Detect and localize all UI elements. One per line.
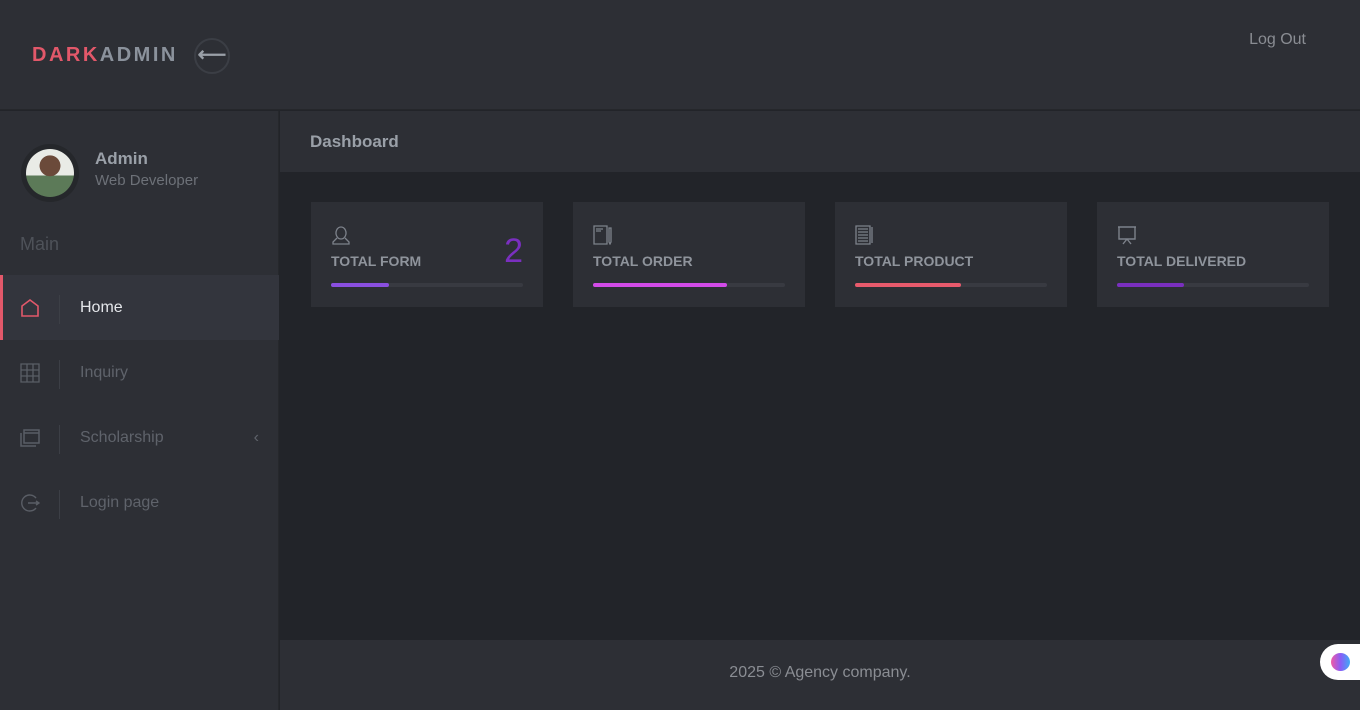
footer-text: 2025 © Agency company.: [729, 664, 911, 681]
logo-dark: DARK: [32, 44, 100, 66]
card-value: 2: [504, 232, 523, 270]
sidebar-menu: Home Inquiry Scholarship ‹ Login page: [0, 275, 279, 535]
stat-card-total-order: TOTAL ORDER: [573, 202, 805, 307]
progress-fill: [855, 283, 961, 287]
logout-icon: [21, 493, 40, 512]
user-icon: [332, 226, 350, 245]
progress-bar: [593, 283, 785, 287]
sidebar-item-scholarship[interactable]: Scholarship ‹: [0, 405, 279, 470]
progress-fill: [593, 283, 728, 287]
sidebar-item-inquiry[interactable]: Inquiry: [0, 340, 279, 405]
presentation-icon: [1118, 226, 1136, 245]
grid-icon: [20, 362, 40, 383]
card-title: TOTAL PRODUCT: [855, 253, 974, 269]
user-role: Web Developer: [95, 172, 199, 189]
logo[interactable]: DARKADMIN: [32, 44, 178, 67]
progress-bar: [1117, 283, 1309, 287]
progress-bar: [331, 283, 523, 287]
logo-admin: ADMIN: [99, 44, 178, 66]
top-bar: DARKADMIN ⟵ Log Out: [0, 0, 1360, 110]
chevron-left-icon[interactable]: ‹: [253, 428, 259, 446]
avatar: [21, 144, 79, 202]
divider: [59, 295, 60, 324]
progress-bar: [855, 283, 1047, 287]
page-title: Dashboard: [310, 132, 399, 151]
card-title: TOTAL DELIVERED: [1117, 253, 1247, 269]
arrow-left-icon: ⟵: [197, 44, 227, 66]
document-icon: [855, 225, 873, 245]
home-icon: [21, 298, 39, 317]
card-title: TOTAL ORDER: [593, 253, 693, 269]
sidebar-item-login-page[interactable]: Login page: [0, 470, 279, 535]
sidebar-item-home[interactable]: Home: [0, 275, 279, 340]
sidebar-item-label: Home: [80, 298, 123, 316]
user-name: Admin: [95, 149, 148, 168]
sidebar-item-label: Scholarship: [80, 428, 164, 446]
breadcrumb: Dashboard: [280, 111, 1360, 172]
notebook-icon: [593, 225, 612, 245]
footer: 2025 © Agency company.: [280, 640, 1360, 710]
brain-icon: [1331, 653, 1350, 671]
assistant-widget-button[interactable]: [1320, 644, 1360, 680]
stat-card-total-product: TOTAL PRODUCT: [835, 202, 1067, 307]
card-title: TOTAL FORM: [331, 253, 422, 269]
divider: [59, 360, 60, 389]
windows-icon: [20, 428, 40, 447]
sidebar-item-label: Inquiry: [80, 363, 129, 381]
sidebar-item-label: Login page: [80, 493, 160, 511]
divider: [59, 425, 60, 454]
progress-fill: [1117, 283, 1185, 287]
stat-card-total-delivered: TOTAL DELIVERED: [1097, 202, 1329, 307]
divider: [59, 490, 60, 519]
logout-link[interactable]: Log Out: [1249, 31, 1306, 48]
sidebar: Admin Web Developer Main Home Inquiry Sc…: [0, 111, 279, 710]
progress-fill: [331, 283, 389, 287]
stat-card-total-form: TOTAL FORM 2: [311, 202, 543, 307]
section-heading: Main: [20, 234, 60, 254]
sidebar-toggle-button[interactable]: ⟵: [194, 38, 230, 74]
